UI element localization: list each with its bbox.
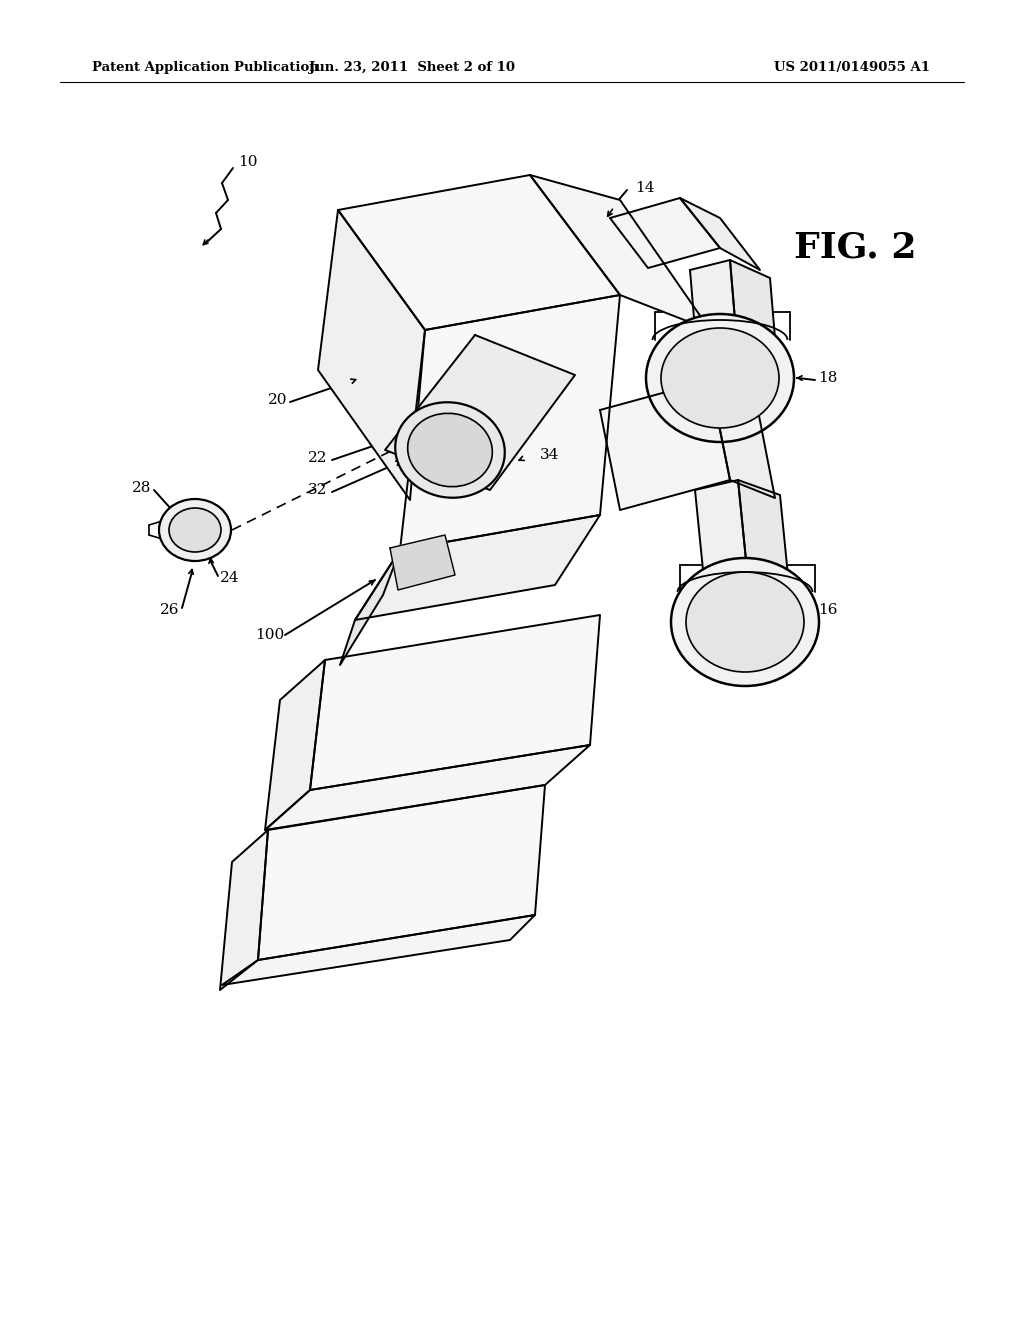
Polygon shape [600,380,730,510]
Text: 24: 24 [220,572,240,585]
Ellipse shape [671,558,819,686]
Text: Patent Application Publication: Patent Application Publication [92,62,318,74]
Polygon shape [385,335,575,490]
Ellipse shape [159,499,231,561]
Polygon shape [220,830,268,990]
Text: FIG. 2: FIG. 2 [794,231,916,265]
Ellipse shape [646,314,794,442]
Text: Jun. 23, 2011  Sheet 2 of 10: Jun. 23, 2011 Sheet 2 of 10 [309,62,515,74]
Polygon shape [530,176,710,330]
Ellipse shape [662,327,779,428]
Polygon shape [222,915,535,985]
Polygon shape [738,480,790,597]
Polygon shape [390,535,455,590]
Polygon shape [318,210,425,500]
Polygon shape [400,294,620,550]
Polygon shape [355,515,600,620]
Polygon shape [340,550,400,665]
Text: 14: 14 [635,181,654,195]
Text: 10: 10 [238,154,257,169]
Text: 26: 26 [160,603,179,616]
Ellipse shape [169,508,221,552]
Polygon shape [258,785,545,960]
Polygon shape [690,260,740,389]
Text: 32: 32 [308,483,328,498]
Text: US 2011/0149055 A1: US 2011/0149055 A1 [774,62,930,74]
Text: 28: 28 [132,480,152,495]
Text: 22: 22 [308,451,328,465]
Text: 100: 100 [255,628,285,642]
Polygon shape [695,480,748,590]
Ellipse shape [408,413,493,487]
Polygon shape [310,615,600,789]
Text: 16: 16 [818,603,838,616]
Text: 20: 20 [268,393,288,407]
Polygon shape [265,660,325,830]
Polygon shape [338,176,620,330]
Ellipse shape [686,572,804,672]
Ellipse shape [395,403,505,498]
Polygon shape [610,198,720,268]
Text: 18: 18 [818,371,838,385]
Polygon shape [730,260,780,399]
Polygon shape [680,198,760,271]
Polygon shape [710,380,775,498]
Text: 34: 34 [540,447,559,462]
Polygon shape [265,744,590,830]
